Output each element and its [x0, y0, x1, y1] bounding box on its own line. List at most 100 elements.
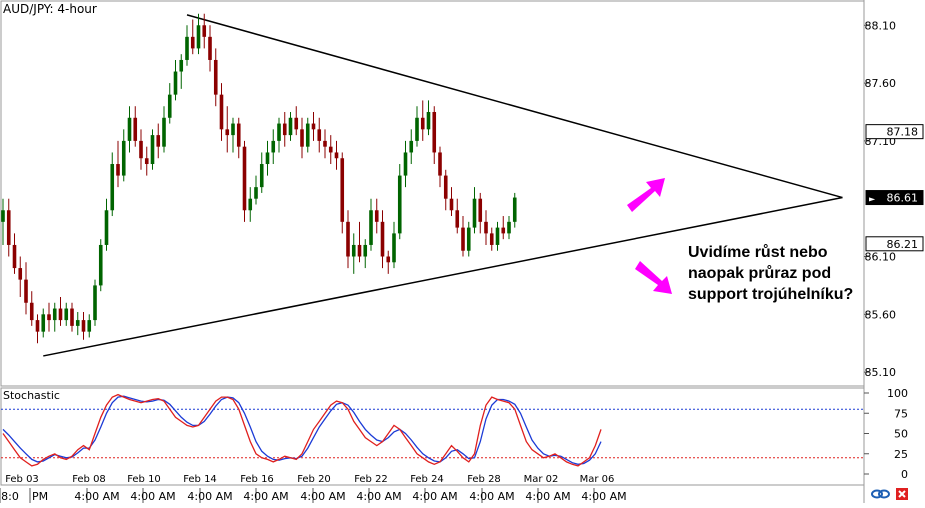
candle-body: [409, 140, 414, 153]
annotation-text: Uvidíme růst nebo naopak průraz pod supp…: [688, 242, 888, 305]
price-tag: [865, 124, 924, 140]
candle-body: [173, 71, 178, 95]
candle-body: [300, 129, 304, 147]
price-tick-label: 87.60: [865, 77, 897, 90]
candle-body: [328, 146, 333, 153]
candle-body: [449, 198, 454, 211]
candle-body: [98, 244, 103, 286]
candle-body: [6, 210, 11, 245]
candle-body: [265, 152, 270, 165]
price-tag-label: 86.61: [887, 192, 919, 205]
candle-body: [81, 320, 86, 332]
time-label: 4:00 AM: [243, 490, 288, 503]
candle-body: [461, 227, 465, 251]
price-tick-label: 88.10: [865, 19, 897, 32]
candle-body: [443, 175, 448, 199]
price-tag: [865, 190, 924, 206]
candle-body: [495, 227, 500, 245]
stochastic-panel: [0, 387, 865, 486]
link-icon[interactable]: [871, 489, 890, 499]
candle-body: [489, 233, 494, 245]
candle-body: [196, 25, 201, 49]
candle-body: [501, 227, 506, 234]
candle-body: [311, 123, 316, 130]
candle-body: [52, 308, 57, 321]
price-tag-label: 86.21: [887, 238, 919, 251]
candle-body: [116, 164, 120, 176]
stoch-tick-label: 50: [894, 428, 908, 441]
support-trendline: [43, 196, 843, 357]
candle-body: [24, 279, 28, 303]
candle-body: [357, 244, 362, 257]
candle-body: [374, 210, 379, 222]
stochastic-label: Stochastic: [3, 389, 60, 402]
candle-body: [150, 135, 155, 165]
price-tag-marker: ►: [869, 195, 876, 204]
price-tag: [865, 236, 924, 252]
price-tick-label: 85.10: [865, 366, 897, 379]
candle-body: [288, 117, 293, 136]
candle-body: [139, 140, 143, 159]
time-label: 4:00 AM: [130, 490, 175, 503]
candle-body: [340, 158, 345, 222]
candle-body: [259, 164, 264, 188]
candle-body: [121, 140, 126, 176]
candle-body: [380, 221, 385, 257]
date-label: Feb 22: [354, 474, 388, 485]
candle-body: [225, 129, 230, 136]
date-label: Feb 10: [127, 474, 161, 485]
candle-body: [41, 314, 46, 332]
date-label: Feb 24: [410, 474, 444, 485]
candle-body: [432, 111, 437, 153]
candle-body: [190, 36, 195, 49]
resistance-trendline: [186, 14, 843, 199]
candle-body: [35, 320, 40, 332]
close-icon[interactable]: [896, 488, 908, 500]
candle-body: [167, 94, 172, 118]
candle-body: [294, 117, 299, 130]
date-label: Feb 16: [240, 474, 274, 485]
candle-body: [282, 123, 287, 136]
stoch-tick-label: 100: [887, 387, 908, 400]
candle-body: [93, 285, 97, 321]
candle-body: [386, 256, 391, 263]
candle-body: [202, 25, 207, 37]
down-arrow-icon: [635, 261, 672, 294]
candle-body: [484, 221, 488, 234]
candle-body: [254, 187, 258, 199]
candle-body: [58, 308, 63, 321]
candle-body: [363, 244, 368, 257]
candle-body: [426, 111, 431, 130]
candle-body: [12, 244, 17, 269]
stochastic-d-line: [2, 395, 602, 465]
candle-body: [1, 210, 5, 222]
chart-title: AUD/JPY: 4-hour: [3, 2, 97, 16]
price-tag-label: 87.18: [887, 126, 919, 139]
candle-body: [75, 320, 80, 326]
candle-body: [415, 117, 419, 141]
candle-body: [351, 244, 356, 257]
time-label: 4:00 AM: [74, 490, 119, 503]
candle-body: [127, 117, 132, 141]
candle-body: [18, 268, 23, 280]
candle-body: [144, 158, 149, 165]
date-label: Mar 06: [580, 474, 615, 485]
time-label: 4:00 AM: [525, 490, 570, 503]
stoch-tick-label: 75: [894, 407, 908, 420]
candle-body: [64, 308, 69, 321]
candle-body: [242, 146, 247, 211]
annotation-line: Uvidíme růst nebo: [688, 244, 828, 261]
time-label: 8:0: [1, 490, 19, 503]
time-label: 4:00 AM: [469, 490, 514, 503]
candle-body: [420, 117, 425, 130]
candle-body: [369, 210, 373, 245]
candle-body: [334, 152, 339, 159]
candle-body: [156, 135, 161, 147]
candle-body: [466, 227, 471, 251]
date-label: Feb 20: [297, 474, 331, 485]
time-label: PM: [32, 490, 48, 503]
candle-body: [392, 233, 396, 263]
price-panel: [0, 0, 865, 387]
up-arrow-icon: [627, 178, 665, 212]
